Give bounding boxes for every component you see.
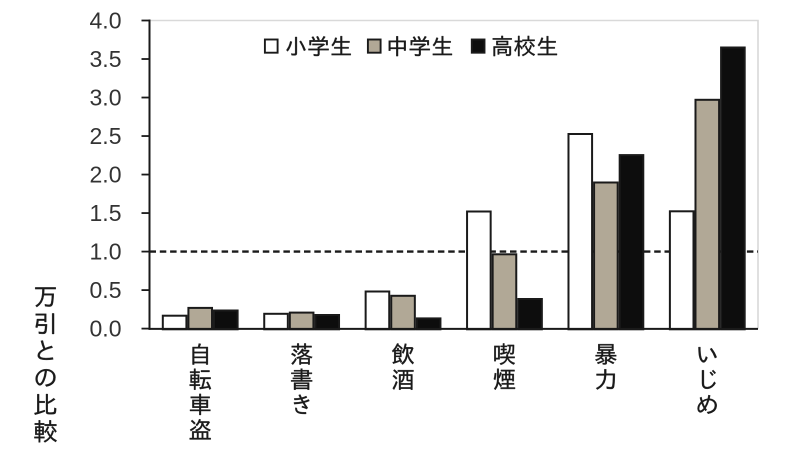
- svg-text:3.0: 3.0: [90, 84, 122, 110]
- svg-text:2.0: 2.0: [90, 161, 122, 187]
- svg-text:0.0: 0.0: [90, 316, 122, 342]
- svg-text:0.5: 0.5: [90, 277, 122, 303]
- svg-text:1.0: 1.0: [90, 238, 122, 264]
- svg-text:3.5: 3.5: [90, 46, 122, 72]
- svg-text:2.5: 2.5: [90, 123, 122, 149]
- svg-text:1.5: 1.5: [90, 200, 122, 226]
- svg-text:4.0: 4.0: [90, 7, 122, 33]
